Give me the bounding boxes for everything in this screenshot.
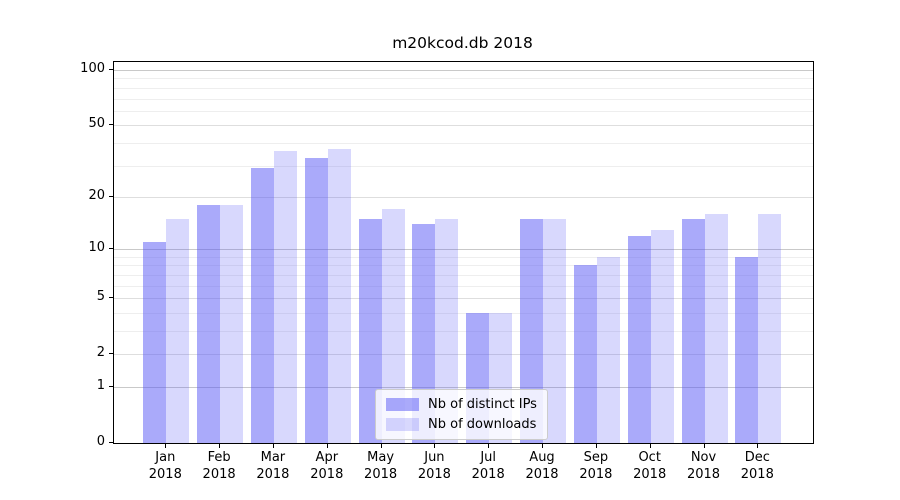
- x-tick-mark-apr: [326, 444, 328, 448]
- bar-ips-aug: [520, 218, 543, 443]
- gridline-8: [114, 265, 813, 267]
- chart-title: m20kcod.db 2018: [392, 34, 533, 52]
- x-tick-label-may: May 2018: [364, 450, 398, 482]
- x-tick-mark-oct: [649, 444, 651, 448]
- gridline-10: [114, 249, 813, 251]
- x-tick-mark-nov: [703, 444, 705, 448]
- legend-label-ips: Nb of distinct IPs: [428, 397, 537, 412]
- gridline-100: [114, 70, 813, 71]
- bar-downloads-aug: [543, 218, 566, 443]
- y-tick-mark-100: [109, 69, 113, 70]
- x-tick-mark-dec: [757, 444, 759, 448]
- gridline-7: [114, 274, 813, 276]
- bar-downloads-sep: [596, 256, 620, 443]
- gridline-2: [114, 354, 813, 356]
- bar-ips-feb: [197, 205, 221, 443]
- legend-label-downloads: Nb of downloads: [428, 417, 537, 432]
- y-tick-label-10: 10: [88, 240, 105, 256]
- bar-ips-nov: [681, 218, 705, 443]
- y-tick-mark-0: [109, 442, 113, 443]
- x-tick-label-nov: Nov 2018: [686, 450, 721, 482]
- bar-ips-may: [358, 218, 382, 443]
- y-tick-mark-5: [109, 297, 113, 299]
- bar-downloads-dec: [758, 214, 782, 443]
- y-tick-label-100: 100: [80, 61, 105, 76]
- y-tick-label-0: 0: [96, 434, 105, 449]
- gridline-9: [114, 256, 813, 258]
- x-tick-label-aug: Aug 2018: [525, 450, 559, 482]
- legend-entry-ips: Nb of distinct IPs: [386, 397, 537, 412]
- bar-ips-sep: [573, 265, 597, 443]
- gridline-70: [114, 98, 813, 100]
- gridline-3: [114, 331, 813, 332]
- gridline-80: [114, 87, 813, 89]
- x-tick-mark-sep: [595, 444, 597, 448]
- bar-downloads-may: [381, 209, 405, 443]
- bar-ips-jun: [412, 224, 436, 443]
- y-tick-label-2: 2: [96, 345, 105, 361]
- bar-ips-jan: [143, 242, 167, 443]
- gridline-6: [114, 285, 813, 287]
- gridline-60: [114, 110, 813, 112]
- bar-downloads-apr: [327, 149, 351, 443]
- bar-downloads-feb: [220, 205, 244, 443]
- x-tick-mark-jun: [434, 444, 436, 448]
- x-tick-label-feb: Feb 2018: [202, 450, 236, 482]
- bar-ips-dec: [735, 256, 759, 443]
- y-tick-mark-1: [109, 386, 113, 387]
- y-tick-mark-10: [109, 248, 113, 250]
- x-tick-mark-jul: [488, 444, 490, 448]
- y-tick-mark-50: [109, 124, 113, 126]
- x-tick-mark-may: [380, 444, 382, 448]
- legend-entry-downloads: Nb of downloads: [386, 417, 537, 432]
- y-tick-label-20: 20: [88, 187, 105, 203]
- x-tick-label-jun: Jun 2018: [417, 450, 451, 482]
- legend: Nb of distinct IPs Nb of downloads: [375, 389, 548, 440]
- gridline-30: [114, 165, 813, 167]
- bar-downloads-jan: [166, 218, 190, 443]
- x-tick-mark-aug: [542, 444, 543, 448]
- gridline-40: [114, 142, 813, 144]
- gridline-90: [114, 78, 813, 80]
- gridline-20: [114, 196, 813, 198]
- x-tick-label-apr: Apr 2018: [310, 450, 344, 482]
- x-tick-label-jan: Jan 2018: [148, 450, 182, 482]
- gridline-50: [114, 125, 813, 127]
- x-tick-label-dec: Dec 2018: [740, 450, 774, 482]
- y-tick-mark-2: [109, 353, 113, 355]
- x-tick-label-oct: Oct 2018: [633, 450, 667, 482]
- gridline-1: [114, 387, 813, 388]
- x-tick-mark-mar: [272, 444, 274, 448]
- plot-area: Nb of distinct IPs Nb of downloads: [113, 61, 814, 444]
- bar-downloads-jun: [435, 218, 459, 443]
- bar-downloads-mar: [273, 151, 297, 443]
- y-tick-label-5: 5: [96, 289, 105, 305]
- gridline-5: [114, 298, 813, 300]
- x-tick-label-mar: Mar 2018: [256, 450, 290, 482]
- bar-ips-apr: [304, 158, 328, 443]
- gridline-4: [114, 312, 813, 314]
- y-tick-mark-20: [109, 195, 113, 197]
- y-tick-label-1: 1: [96, 377, 105, 393]
- legend-swatch-ips: [386, 398, 419, 411]
- x-tick-label-jul: Jul 2018: [471, 450, 505, 482]
- bar-ips-oct: [627, 235, 651, 443]
- x-tick-label-sep: Sep 2018: [579, 450, 613, 482]
- x-tick-mark-jan: [165, 444, 167, 448]
- x-tick-mark-feb: [219, 444, 221, 448]
- bar-ips-mar: [250, 168, 274, 443]
- bar-downloads-nov: [704, 214, 728, 443]
- y-tick-label-50: 50: [88, 116, 105, 132]
- legend-swatch-downloads: [386, 418, 419, 431]
- bar-downloads-oct: [650, 229, 674, 443]
